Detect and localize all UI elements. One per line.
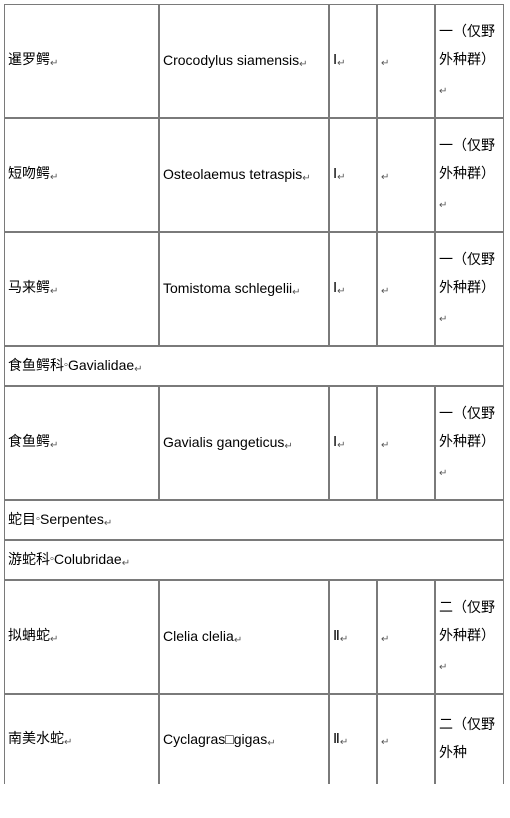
box-char: □: [225, 733, 233, 748]
section-header: 游蛇科°Colubridae↵: [4, 540, 504, 580]
cell-cn: 南美水蛇↵: [4, 694, 159, 784]
cell-note: 一（仅野外种群）↵: [435, 232, 504, 346]
protection-note: 二（仅野外种: [439, 718, 495, 761]
protection-note: 一（仅野外种群）: [439, 139, 495, 182]
cell-note: 二（仅野外种: [435, 694, 504, 784]
cell-latin: Clelia clelia↵: [159, 580, 329, 694]
chinese-name: 短吻鳄: [8, 167, 50, 182]
cell-cn: 食鱼鳄↵: [4, 386, 159, 500]
cell-appendix: Ⅰ↵: [329, 118, 377, 232]
cell-note: 一（仅野外种群）↵: [435, 4, 504, 118]
latin-name: Cyclagras: [163, 731, 225, 747]
cell-note: 一（仅野外种群）↵: [435, 386, 504, 500]
protection-note: 二（仅野外种群）: [439, 601, 495, 644]
cell-latin: Osteolaemus tetraspis↵: [159, 118, 329, 232]
protection-note: 一（仅野外种群）: [439, 25, 495, 68]
section-latin: Colubridae: [54, 551, 122, 567]
cell-blank: ↵: [377, 4, 435, 118]
cell-blank: ↵: [377, 232, 435, 346]
latin-name: Crocodylus siamensis: [163, 52, 299, 68]
protection-note: 一（仅野外种群）: [439, 253, 495, 296]
chinese-name: 拟蚺蛇: [8, 629, 50, 644]
cell-cn: 马来鳄↵: [4, 232, 159, 346]
cell-blank: ↵: [377, 580, 435, 694]
chinese-name: 南美水蛇: [8, 732, 64, 747]
latin-name-b: gigas: [234, 731, 267, 747]
cell-appendix: Ⅰ↵: [329, 386, 377, 500]
cell-blank: ↵: [377, 118, 435, 232]
section-cn: 游蛇科: [8, 553, 50, 568]
cell-note: 二（仅野外种群）↵: [435, 580, 504, 694]
latin-name: Clelia clelia: [163, 628, 234, 644]
cell-latin: Crocodylus siamensis↵: [159, 4, 329, 118]
section-header: 蛇目°Serpentes↵: [4, 500, 504, 540]
section-latin: Serpentes: [40, 511, 104, 527]
chinese-name: 食鱼鳄: [8, 435, 50, 450]
cell-latin: Cyclagras□gigas↵: [159, 694, 329, 784]
cell-blank: ↵: [377, 694, 435, 784]
cell-blank: ↵: [377, 386, 435, 500]
section-latin: Gavialidae: [68, 357, 134, 373]
latin-name: Gavialis gangeticus: [163, 434, 284, 450]
section-header: 食鱼鳄科°Gavialidae↵: [4, 346, 504, 386]
cell-appendix: Ⅱ↵: [329, 580, 377, 694]
appendix-level: Ⅱ: [333, 732, 340, 747]
cell-note: 一（仅野外种群）↵: [435, 118, 504, 232]
appendix-level: Ⅱ: [333, 629, 340, 644]
latin-name: Osteolaemus tetraspis: [163, 166, 302, 182]
section-cn: 食鱼鳄科: [8, 359, 64, 374]
protection-note: 一（仅野外种群）: [439, 407, 495, 450]
cell-cn: 拟蚺蛇↵: [4, 580, 159, 694]
cell-appendix: Ⅱ↵: [329, 694, 377, 784]
chinese-name: 马来鳄: [8, 281, 50, 296]
cell-latin: Tomistoma schlegelii↵: [159, 232, 329, 346]
chinese-name: 暹罗鳄: [8, 53, 50, 68]
cell-cn: 暹罗鳄↵: [4, 4, 159, 118]
cell-latin: Gavialis gangeticus↵: [159, 386, 329, 500]
cell-appendix: Ⅰ↵: [329, 232, 377, 346]
latin-name: Tomistoma schlegelii: [163, 280, 292, 296]
cell-cn: 短吻鳄↵: [4, 118, 159, 232]
species-table: 暹罗鳄↵Crocodylus siamensis↵Ⅰ↵↵一（仅野外种群）↵短吻鳄…: [4, 4, 504, 784]
cell-appendix: Ⅰ↵: [329, 4, 377, 118]
section-cn: 蛇目: [8, 513, 36, 528]
